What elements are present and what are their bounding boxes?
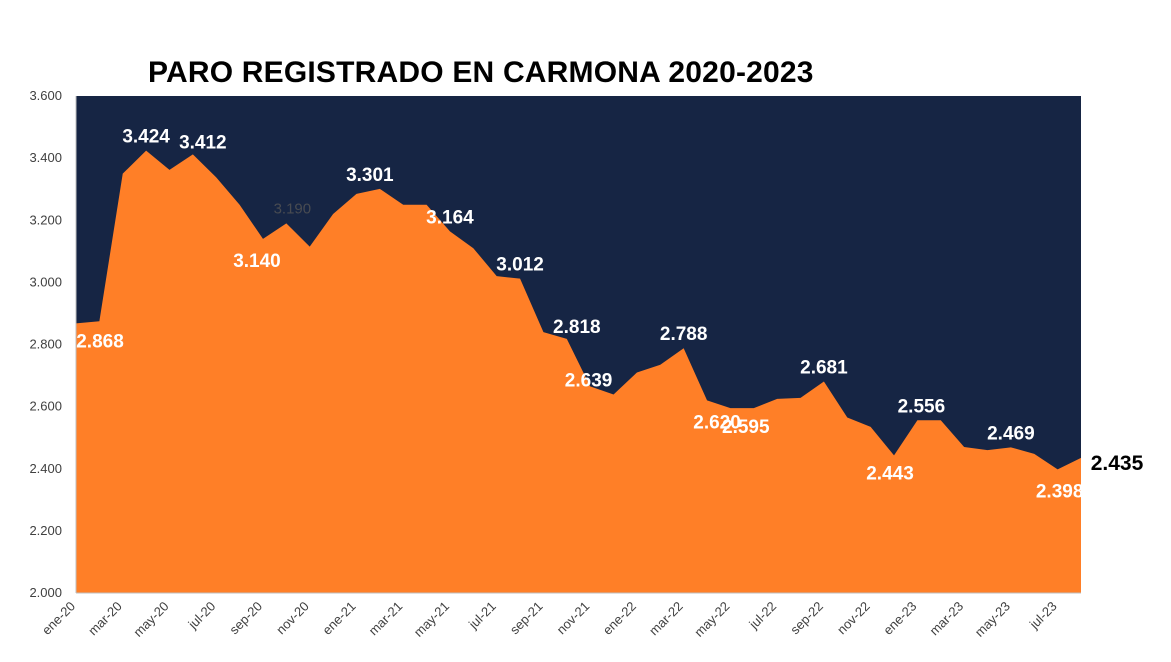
y-tick-label: 2.400: [29, 461, 62, 476]
data-label: 2.398: [1036, 481, 1084, 502]
y-tick-label: 2.200: [29, 523, 62, 538]
x-tick-label: mar-23: [927, 599, 967, 639]
y-tick-label: 2.800: [29, 337, 62, 352]
x-tick-label: mar-22: [646, 599, 686, 639]
chart-title: PARO REGISTRADO EN CARMONA 2020-2023: [148, 56, 814, 89]
data-label: 2.556: [898, 396, 946, 417]
x-tick-label: may-22: [691, 599, 732, 640]
data-label: 3.424: [122, 127, 170, 148]
x-tick-label: ene-23: [880, 599, 919, 638]
x-tick-label: jul-23: [1026, 599, 1060, 633]
data-label: 2.595: [722, 417, 770, 438]
x-tick-label: nov-20: [273, 599, 312, 638]
data-label: 2.681: [800, 357, 848, 378]
x-tick-label: jul-22: [745, 599, 779, 633]
x-tick-label: ene-22: [600, 599, 639, 638]
data-label: 2.469: [987, 423, 1035, 444]
x-tick-label: nov-21: [554, 599, 593, 638]
data-label: 2.435: [1091, 452, 1144, 475]
x-tick-label: ene-20: [39, 599, 78, 638]
x-tick-label: sep-22: [787, 599, 826, 638]
x-tick-label: may-23: [972, 599, 1013, 640]
data-label: 3.190: [274, 200, 312, 217]
data-label: 2.620: [693, 412, 741, 433]
data-label: 3.412: [179, 132, 227, 153]
data-label: 2.868: [76, 331, 124, 352]
x-tick-label: may-21: [411, 599, 452, 640]
x-tick-label: mar-21: [366, 599, 406, 639]
y-tick-label: 3.200: [29, 212, 62, 227]
data-label: 3.140: [233, 251, 281, 272]
x-tick-label: sep-21: [507, 599, 546, 638]
x-tick-label: jul-20: [185, 599, 219, 633]
data-label: 2.443: [866, 463, 914, 484]
area-series: [76, 150, 1081, 594]
data-label: 2.639: [565, 371, 613, 392]
y-tick-label: 2.000: [29, 585, 62, 600]
x-tick-label: sep-20: [226, 599, 265, 638]
x-tick-label: mar-20: [85, 599, 125, 639]
y-tick-label: 2.600: [29, 399, 62, 414]
x-tick-label: ene-21: [319, 599, 358, 638]
y-tick-label: 3.400: [29, 150, 62, 165]
y-tick-label: 3.000: [29, 274, 62, 289]
y-tick-label: 3.600: [29, 88, 62, 103]
data-label: 3.301: [346, 165, 394, 186]
data-label: 2.788: [660, 324, 708, 345]
x-tick-label: jul-21: [465, 599, 499, 633]
data-label: 3.012: [496, 255, 544, 276]
x-tick-label: may-20: [130, 599, 171, 640]
data-label: 3.164: [426, 207, 474, 228]
data-label: 2.818: [553, 317, 601, 338]
x-tick-label: nov-22: [834, 599, 873, 638]
